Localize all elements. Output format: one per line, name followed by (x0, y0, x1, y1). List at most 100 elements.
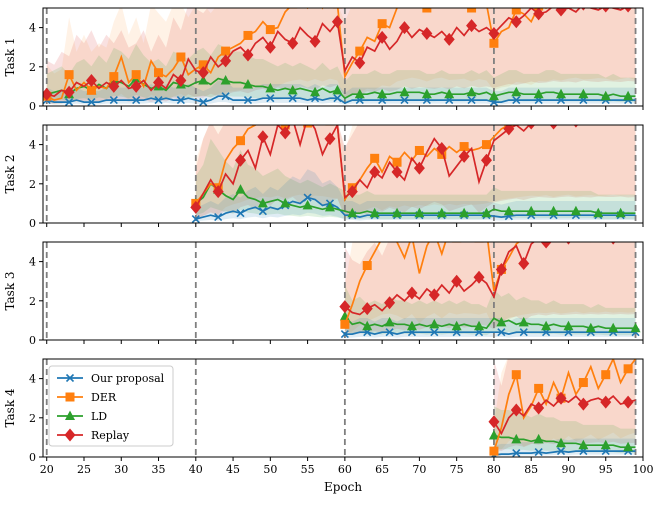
panel-3-marker-der-36 (609, 226, 618, 235)
panel-4-marker-ld-6 (533, 433, 544, 444)
panel-4-band-replay (493, 359, 636, 452)
panel-1-marker-ld-60 (488, 90, 499, 101)
panel-4-marker-our-proposal-6-b (534, 448, 543, 457)
panel-3-marker-replay-39 (635, 242, 637, 243)
panel-3-marker-ld-39 (630, 322, 641, 333)
panel-1-marker-replay-3 (63, 85, 75, 99)
panel-1-marker-ld-75 (600, 90, 611, 101)
panel-1-marker-replay-27 (242, 48, 254, 62)
panel-2-line-ld (195, 182, 636, 215)
panel-1-marker-ld-51 (421, 88, 432, 99)
panel-1-marker-replay-12 (130, 79, 142, 93)
panel-1-marker-der-75 (601, 0, 610, 1)
panel-1-ylabel: Task 1 (3, 37, 17, 76)
panel-3-marker-der-12 (430, 228, 439, 237)
panel-1-marker-our-proposal-27 (243, 96, 253, 105)
xtick-label-100: 100 (633, 463, 654, 476)
panel-1-marker-replay-54 (443, 32, 455, 46)
panel-4-marker-ld-0 (488, 429, 499, 440)
panel-3-marker-replay-30 (566, 242, 571, 245)
panel-2-marker-der-48 (549, 115, 558, 124)
panel-2-marker-replay-48 (549, 125, 558, 130)
panel-3-marker-ld-6 (384, 316, 395, 327)
panel-3-marker-our-proposal-0-b (340, 330, 349, 339)
xtick-label-35: 35 (152, 463, 166, 476)
panel-1-marker-replay-39 (331, 15, 343, 29)
panel-4-marker-replay-3 (510, 403, 522, 417)
panel-1-marker-replay-69 (555, 8, 567, 17)
legend-marker-ld (65, 410, 75, 420)
panel-1-marker-replay-6 (85, 74, 97, 88)
panel-1-marker-der-45 (377, 19, 387, 29)
panel-4-marker-ld-9 (556, 437, 567, 448)
panel-3-marker-replay-9 (406, 286, 418, 300)
panel-4-marker-der-6 (534, 383, 544, 393)
panel-4-line-our-proposal (493, 450, 636, 456)
panel-3-ytick-label-2: 2 (29, 295, 36, 308)
panel-1-marker-der-9 (109, 72, 119, 82)
panel-1-marker-replay-15 (153, 75, 165, 89)
panel-1-marker-ld-54 (444, 88, 455, 99)
panel-2-marker-der-15 (303, 125, 313, 128)
panel-3-marker-ld-15 (451, 320, 462, 331)
panel-2-marker-replay-0 (190, 200, 202, 214)
panel-1-marker-our-proposal-12 (132, 96, 141, 105)
panel-3-marker-der-6 (385, 230, 394, 239)
panel-1-marker-der-15 (154, 68, 164, 78)
panel-3-marker-ld-3 (362, 320, 373, 331)
panel-3-marker-replay-12 (428, 288, 440, 302)
panel-1-ytick-label-4: 4 (29, 22, 36, 35)
panel-3-marker-der-9 (407, 232, 416, 241)
panel-4-ytick-label-4: 4 (29, 373, 36, 386)
panel-2-ytick-label-4: 4 (29, 139, 36, 152)
panel-3-marker-replay-18 (473, 270, 485, 284)
panel-1-marker-replay-36 (309, 34, 321, 48)
panel-1-marker-ld-69 (556, 88, 567, 99)
panel-4-marker-our-proposal-6 (534, 448, 543, 457)
panel-3-marker-our-proposal-6 (385, 328, 394, 337)
panel-2-marker-der-27 (392, 157, 402, 167)
panel-4-marker-ld-15 (600, 439, 611, 450)
panel-4-marker-replay-6 (533, 401, 545, 415)
panel-2-marker-replay-24 (369, 165, 381, 179)
panel-2-marker-ld-51 (570, 205, 581, 216)
panel-2-marker-ld-24 (369, 207, 380, 218)
panel-2-marker-replay-36 (458, 149, 470, 163)
panel-3-marker-replay-15 (451, 274, 463, 288)
panel-2-marker-replay-39 (480, 153, 492, 167)
panel-1-marker-der-54 (445, 0, 454, 7)
panel-2-marker-ld-6 (235, 184, 246, 194)
panel-1-marker-replay-0 (43, 87, 53, 101)
panel-2-marker-der-36 (459, 142, 469, 152)
panel-4-marker-ld-18 (623, 441, 634, 452)
panel-2-ytick-label-2: 2 (29, 178, 36, 191)
panel-1-marker-our-proposal-39 (333, 94, 342, 103)
panel-1-marker-der-48 (400, 0, 409, 5)
panel-2-marker-replay-30 (413, 161, 425, 175)
panel-4-frame (42, 358, 644, 458)
panel-3-marker-der-0 (340, 319, 350, 329)
legend-marker-our-proposal (65, 373, 75, 383)
panel-2-marker-der-45 (527, 109, 536, 118)
panel-1-marker-replay-24 (220, 54, 232, 68)
panel-1-marker-ld-27 (242, 78, 253, 89)
panel-3-marker-our-proposal-24 (519, 328, 528, 337)
panel-3-line-der (344, 242, 521, 325)
panel-2-marker-der-18 (325, 125, 335, 126)
panel-1-marker-our-proposal-48 (400, 96, 409, 105)
panel-4-line-der (493, 359, 637, 452)
panel-1-marker-our-proposal-27-b (243, 96, 253, 105)
panel-2-marker-ld-27 (392, 207, 403, 218)
xtick-label-20: 20 (40, 463, 54, 476)
panel-2-marker-replay-18 (324, 132, 336, 146)
panel-1-marker-replay-60 (488, 26, 500, 40)
panel-2-marker-our-proposal-0 (191, 215, 200, 223)
panel-1-line-our-proposal (46, 95, 636, 105)
panel-4-marker-der-18 (623, 364, 633, 374)
panel-1-marker-ld-78 (623, 90, 634, 101)
panel-1-marker-our-proposal-21 (199, 98, 208, 106)
panel-2-marker-ld-21 (347, 207, 358, 218)
panel-3-frame (42, 241, 644, 341)
panel-2-marker-our-proposal-3 (214, 213, 223, 222)
panel-1-band-der (46, 8, 636, 105)
